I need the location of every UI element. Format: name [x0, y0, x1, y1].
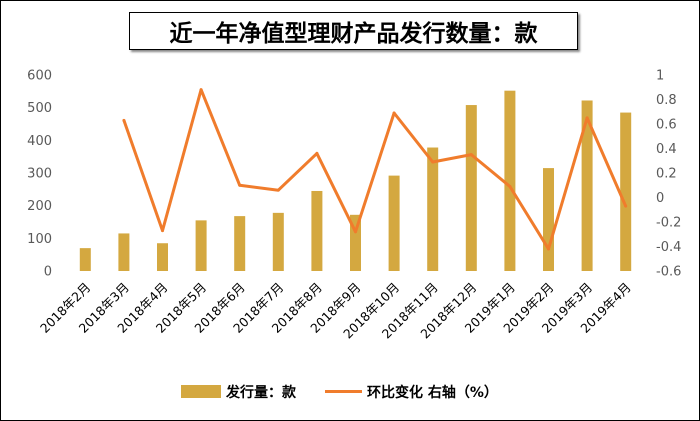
bar-12 [543, 168, 554, 271]
line-point-6 [315, 151, 319, 155]
line-point-5 [276, 188, 280, 192]
y-right-tick-6: 0.6 [656, 118, 677, 133]
bar-1 [118, 233, 130, 271]
chart-title: 近一年净值型理财产品发行数量：款 [129, 12, 578, 50]
y-right-tick-2: -0.2 [656, 216, 681, 231]
bar-2 [157, 243, 168, 271]
line-point-11 [508, 184, 512, 188]
y-right-tick-8: 1 [656, 69, 664, 84]
y-right-tick-3: 0 [656, 191, 664, 206]
line-point-12 [547, 247, 550, 251]
line-point-2 [161, 229, 164, 233]
bar-10 [465, 105, 477, 271]
bar-4 [234, 216, 246, 271]
bar-8 [388, 175, 400, 271]
bar-7 [350, 214, 361, 271]
y-left-tick-0: 0 [44, 265, 52, 280]
y-right-tick-7: 0.8 [656, 93, 677, 108]
bar-3 [195, 220, 207, 271]
legend: 发行量：款 环比变化 右轴（%） [181, 384, 498, 401]
y-right-tick-5: 0.4 [656, 142, 677, 157]
y-left-tick-5: 500 [27, 101, 52, 116]
line-point-13 [585, 116, 589, 120]
line-point-14 [624, 204, 628, 208]
bar-9 [427, 147, 439, 271]
y-left-tick-4: 400 [27, 134, 52, 149]
y-right-tick-0: -0.6 [656, 265, 681, 280]
legend-bar-label: 发行量：款 [225, 384, 297, 401]
y-right-tick-4: 0.2 [656, 167, 677, 182]
line-point-10 [469, 153, 473, 157]
bar-6 [311, 190, 323, 271]
bar-5 [272, 212, 284, 271]
line-point-8 [392, 111, 396, 115]
line-path [122, 88, 628, 251]
bar-13 [581, 100, 593, 271]
y-left-tick-1: 100 [27, 232, 52, 247]
line-point-3 [199, 88, 203, 92]
line-point-7 [354, 230, 357, 234]
y-right-tick-1: -0.4 [656, 240, 681, 255]
legend-line-label: 环比变化 右轴（%） [367, 384, 498, 401]
bar-14 [620, 112, 632, 271]
left-axis: 0 100 200 300 400 500 600 [27, 69, 52, 280]
line-point-1 [122, 118, 126, 122]
line-point-4 [238, 183, 242, 187]
right-axis: -0.6 -0.4 -0.2 0 0.2 0.4 0.6 0.8 1 [656, 69, 681, 280]
y-left-tick-6: 600 [27, 69, 52, 84]
bar-0 [79, 248, 91, 271]
x-axis: 2018年2月2018年3月2018年4月2018年5月2018年6月2018年… [37, 280, 634, 342]
line-series [122, 88, 628, 251]
y-left-tick-3: 300 [27, 167, 52, 182]
line-point-9 [431, 160, 435, 164]
y-left-tick-2: 200 [27, 199, 52, 214]
bar-11 [504, 90, 516, 272]
legend-bar-swatch [181, 385, 221, 398]
bar-series [79, 90, 632, 272]
